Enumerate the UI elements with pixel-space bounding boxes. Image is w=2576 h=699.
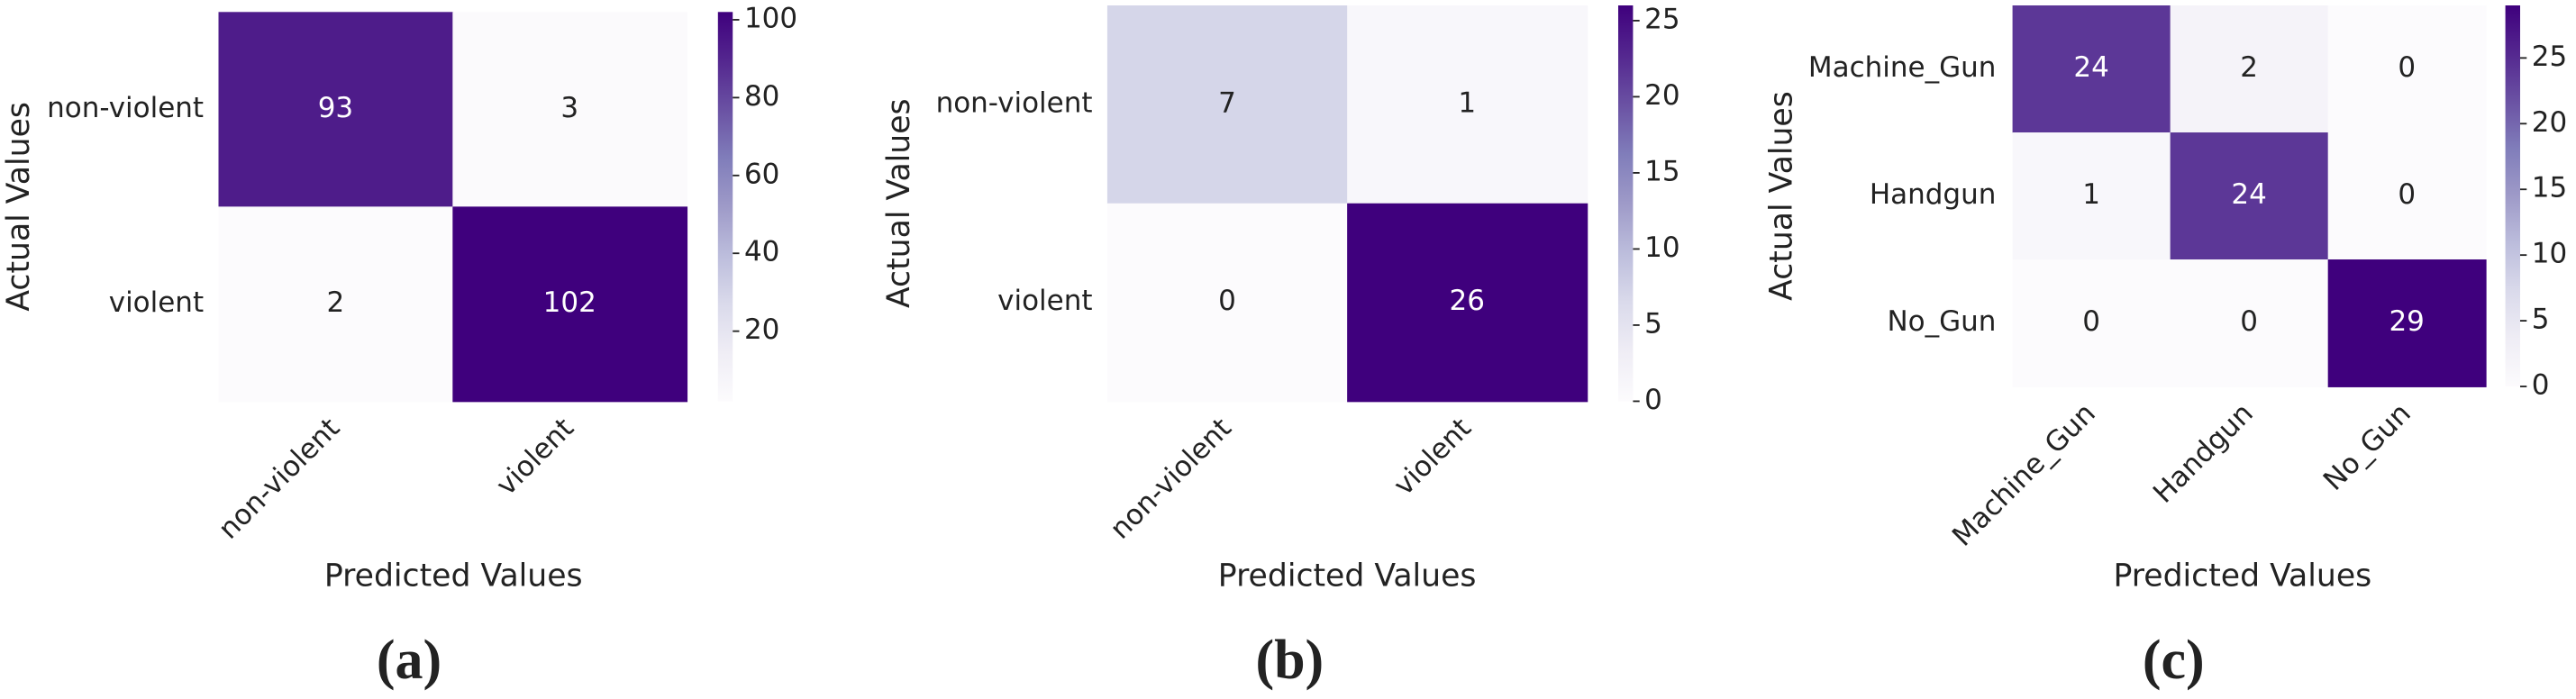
heatmap-cell — [2327, 5, 2487, 133]
y-tick-label: Handgun — [1870, 178, 1997, 211]
y-axis-label: Actual Values — [1, 102, 37, 312]
cell-label: 0 — [2240, 305, 2258, 338]
caption: (c) — [2143, 630, 2205, 691]
colorbar-tick-label: 5 — [1644, 307, 1662, 340]
cell-label: 2 — [327, 286, 345, 319]
y-axis-label: Actual Values — [1763, 91, 1799, 301]
colorbar-tick-label: 0 — [1644, 384, 1662, 416]
colorbar-tick-label: 0 — [2532, 369, 2550, 402]
cell-label: 24 — [2231, 178, 2266, 211]
y-axis-label: Actual Values — [881, 98, 917, 308]
heatmap-cell — [1106, 5, 1349, 204]
heatmap-cell — [1347, 203, 1588, 403]
y-tick-label: non-violent — [936, 86, 1093, 119]
cell-label: 1 — [1458, 86, 1476, 119]
caption: (b) — [1255, 630, 1324, 691]
heatmap-cell — [452, 12, 688, 208]
colorbar-tick-label: 15 — [2532, 172, 2567, 204]
cell-label: 29 — [2389, 305, 2424, 338]
colorbar — [717, 12, 733, 402]
heatmap-cell — [2012, 132, 2171, 260]
colorbar-tick-label: 40 — [744, 236, 779, 268]
colorbar-tick-label: 15 — [1644, 155, 1679, 187]
heatmap-cell — [1347, 5, 1588, 204]
heatmap-cell — [2012, 259, 2171, 387]
colorbar-tick-label: 5 — [2532, 304, 2550, 336]
heatmap-cell — [2170, 259, 2329, 387]
heatmap-cell — [2170, 5, 2329, 133]
cell-label: 24 — [2073, 51, 2108, 84]
y-tick-label: Machine_Gun — [1808, 51, 1996, 84]
colorbar-tick-label: 100 — [744, 2, 797, 34]
x-tick-label: Handgun — [2147, 397, 2260, 510]
x-tick-label: non-violent — [213, 412, 346, 545]
colorbar-tick-label: 80 — [744, 80, 779, 113]
colorbar-tick-label: 20 — [1644, 79, 1679, 112]
cell-label: 1 — [2082, 178, 2100, 211]
x-tick-label: No_Gun — [2317, 397, 2417, 497]
colorbar-tick-label: 10 — [1644, 231, 1679, 264]
colorbar-tick-label: 10 — [2532, 238, 2567, 270]
y-tick-label: violent — [109, 286, 204, 319]
y-tick-label: No_Gun — [1887, 305, 1996, 338]
cell-label: 3 — [560, 92, 578, 124]
colorbar-tick-label: 60 — [744, 158, 779, 190]
cell-label: 93 — [318, 92, 353, 124]
cell-label: 0 — [2082, 305, 2100, 338]
cell-label: 0 — [2398, 51, 2416, 84]
x-axis-label: Predicted Values — [2114, 558, 2372, 595]
x-tick-label: violent — [490, 412, 580, 502]
cell-label: 102 — [543, 286, 596, 319]
heatmap-cell — [2012, 5, 2171, 133]
y-tick-label: non-violent — [47, 92, 204, 124]
cell-label: 26 — [1450, 285, 1485, 317]
heatmap-cell — [2327, 132, 2487, 260]
cell-label: 0 — [1218, 285, 1236, 317]
cell-label: 7 — [1218, 86, 1236, 119]
heatmap-cell — [2170, 132, 2329, 260]
colorbar-tick-label: 20 — [744, 313, 779, 346]
colorbar — [1617, 5, 1634, 402]
colorbar — [2505, 5, 2521, 387]
colorbar-tick-label: 25 — [2532, 41, 2567, 73]
heatmap-cell — [452, 206, 688, 403]
caption: (a) — [377, 630, 441, 691]
x-axis-label: Predicted Values — [1218, 558, 1477, 595]
y-tick-label: violent — [997, 285, 1092, 317]
cell-label: 0 — [2398, 178, 2416, 211]
heatmap-cell — [218, 206, 454, 403]
x-tick-label: non-violent — [1104, 412, 1237, 545]
colorbar-tick-label: 20 — [2532, 106, 2567, 139]
x-tick-label: violent — [1388, 412, 1478, 502]
cell-label: 2 — [2240, 51, 2258, 84]
heatmap-cell — [2327, 259, 2487, 387]
heatmap-cell — [218, 12, 454, 208]
x-axis-label: Predicted Values — [324, 558, 583, 595]
heatmap-cell — [1106, 203, 1349, 403]
colorbar-tick-label: 25 — [1644, 3, 1679, 35]
x-tick-label: Machine_Gun — [1946, 397, 2102, 553]
